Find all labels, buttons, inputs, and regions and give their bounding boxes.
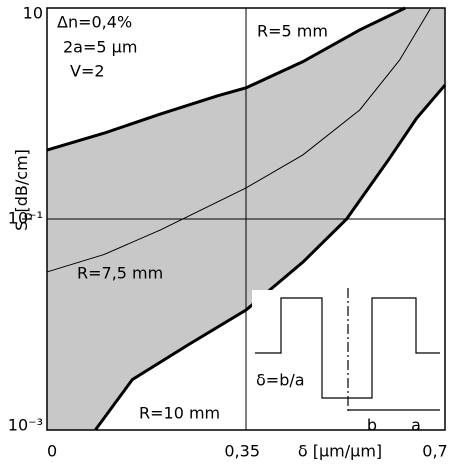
plot-frame xyxy=(46,7,446,431)
inset-label: b xyxy=(367,416,377,435)
inset-formula: δ=b/a xyxy=(256,371,305,390)
inset-profile: δ=b/a b a xyxy=(252,288,442,435)
y-label-part: [dB/cm] xyxy=(12,149,31,212)
series-line xyxy=(46,7,432,273)
y-axis-label: Sb[dB/cm] xyxy=(12,149,36,231)
profile-line xyxy=(255,297,440,399)
x-tick-label: 0,7 xyxy=(422,442,447,461)
y-tick-label: 10 xyxy=(23,4,43,23)
annotation: Δn=0,4% xyxy=(57,13,132,32)
inset-label: a xyxy=(411,416,421,435)
curve-label: R=5 mm xyxy=(257,22,328,41)
x-axis-label: δ [μm/μm] xyxy=(298,442,382,461)
x-tick-label: 0,35 xyxy=(224,442,260,461)
series-line xyxy=(94,84,447,431)
curve-label: R=7,5 mm xyxy=(77,264,163,283)
plot-area: 0 0,35 0,7 10⁻³ 10⁻¹ 10 xyxy=(8,4,448,461)
series-line xyxy=(46,6,406,152)
y-tick-label: 10⁻¹ xyxy=(8,209,43,228)
y-label-part: b xyxy=(21,212,36,220)
x-tick-label: 0 xyxy=(47,442,57,461)
inset-bg xyxy=(252,290,442,415)
curve-label: R=10 mm xyxy=(139,404,220,423)
y-label-part: S xyxy=(12,221,31,231)
y-tick-label: 10⁻³ xyxy=(8,416,43,435)
annotation: 2a=5 μm xyxy=(63,38,137,57)
annotation: V=2 xyxy=(70,62,105,81)
